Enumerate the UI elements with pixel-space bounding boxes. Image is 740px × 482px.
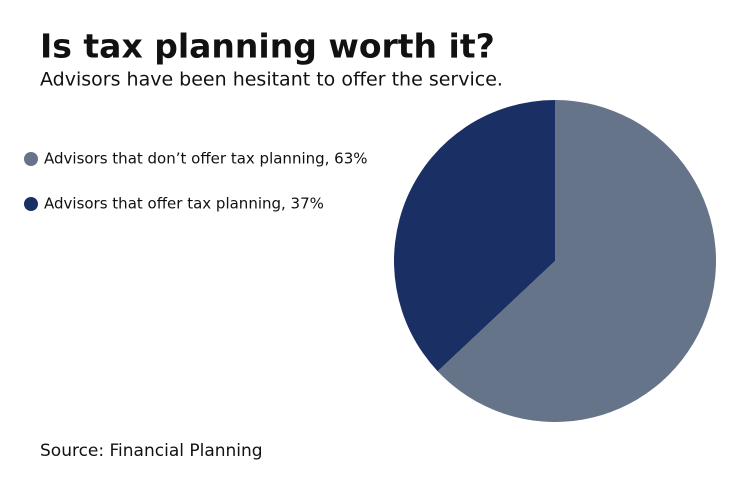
legend-label: Advisors that offer tax planning, 37%	[44, 195, 324, 213]
chart-title: Is tax planning worth it?	[40, 27, 495, 66]
pie-slice	[394, 100, 555, 372]
pie-slice	[437, 100, 717, 423]
legend-swatch	[24, 152, 38, 166]
source-note: Source: Financial Planning	[40, 441, 263, 461]
legend-label: Advisors that don’t offer tax planning, …	[44, 150, 368, 168]
chart-subtitle: Advisors have been hesitant to offer the…	[40, 69, 503, 91]
legend-swatch	[24, 197, 38, 211]
